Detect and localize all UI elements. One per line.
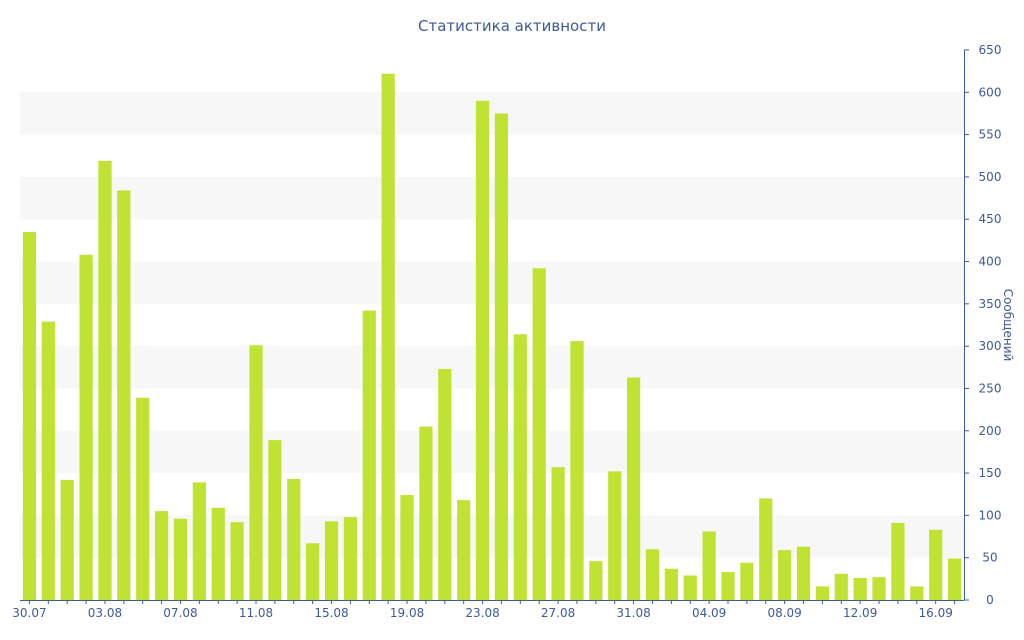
grid-band — [20, 261, 964, 304]
bar-13.09 — [872, 577, 886, 600]
x-tick-label: 23.08 — [465, 606, 499, 620]
x-tick-label: 19.08 — [390, 606, 424, 620]
x-tick-label: 30.07 — [12, 606, 46, 620]
bar-05.08 — [136, 397, 150, 600]
bar-19.08 — [400, 495, 414, 600]
y-tick-label: 50 — [982, 551, 997, 565]
bar-15.08 — [324, 521, 339, 600]
bar-30.08 — [608, 471, 622, 600]
bar-02.09 — [664, 568, 678, 600]
grid-bands — [20, 92, 964, 558]
x-tick-label: 12.09 — [843, 606, 877, 620]
bar-25.08 — [513, 334, 527, 600]
bar-13.08 — [287, 479, 301, 600]
y-tick-label: 250 — [979, 381, 1002, 395]
bar-29.08 — [589, 561, 603, 600]
bar-17.08 — [362, 310, 376, 600]
bar-11.09 — [834, 573, 848, 600]
bar-09.09 — [796, 546, 811, 600]
y-tick-label: 400 — [979, 255, 1002, 269]
x-tick-label: 31.08 — [616, 606, 650, 620]
bar-11.08 — [249, 345, 263, 600]
x-tick-label: 15.08 — [314, 606, 348, 620]
bar-23.08 — [475, 100, 490, 601]
bar-03.08 — [98, 160, 112, 600]
y-tick-label: 550 — [979, 128, 1002, 142]
bar-07.09 — [759, 498, 773, 600]
x-tick-label: 07.08 — [163, 606, 197, 620]
bar-22.08 — [457, 500, 471, 600]
axes-group: 0 50 100 150 200 250 300 350 400 450 500 550 600 650 3… — [12, 43, 1001, 620]
bars-group — [22, 73, 962, 601]
bar-21.08 — [438, 369, 452, 600]
bar-08.09 — [778, 550, 792, 600]
bar-10.09 — [815, 586, 830, 600]
grid-band — [20, 92, 964, 135]
bar-04.09 — [702, 531, 716, 600]
bar-28.08 — [570, 341, 584, 600]
bar-30.07 — [22, 231, 37, 600]
y-tick-label: 150 — [979, 466, 1002, 480]
bar-05.09 — [721, 572, 735, 600]
grid-band — [20, 346, 964, 389]
x-tick-label: 08.09 — [767, 606, 801, 620]
y-tick-label: 600 — [979, 85, 1002, 99]
bar-03.09 — [683, 575, 697, 600]
bar-07.08 — [173, 518, 188, 600]
bar-26.08 — [532, 268, 546, 600]
bar-17.09 — [947, 558, 962, 600]
y-tick-label: 0 — [986, 593, 994, 607]
bar-06.09 — [740, 562, 754, 600]
bar-24.08 — [494, 113, 509, 600]
bar-02.08 — [79, 254, 93, 600]
bar-04.08 — [117, 190, 131, 600]
grid-band — [20, 176, 964, 220]
x-tick-label: 11.08 — [239, 606, 273, 620]
bar-16.09 — [929, 529, 943, 600]
y-tick-label: 100 — [979, 508, 1002, 522]
bar-10.08 — [230, 522, 244, 600]
y-tick-label: 300 — [979, 339, 1002, 353]
bar-09.08 — [211, 507, 225, 600]
bar-08.08 — [192, 482, 206, 600]
y-tick-label: 450 — [979, 212, 1002, 226]
bar-31.08 — [626, 377, 641, 600]
bar-14.09 — [891, 523, 905, 600]
bar-18.08 — [381, 73, 395, 600]
grid-band — [20, 430, 964, 474]
bar-06.08 — [154, 511, 169, 600]
bar-14.08 — [306, 543, 320, 600]
x-tick-label: 04.09 — [692, 606, 726, 620]
y-tick-label: 350 — [979, 297, 1002, 311]
bar-15.09 — [910, 586, 924, 600]
chart-title: Статистика активности — [418, 17, 606, 35]
bar-01.08 — [60, 479, 74, 600]
bar-01.09 — [645, 549, 660, 600]
y-tick-label: 500 — [979, 170, 1002, 184]
bar-20.08 — [419, 426, 433, 600]
bar-31.07 — [41, 321, 55, 600]
bar-27.08 — [551, 467, 565, 600]
x-tick-label: 27.08 — [541, 606, 575, 620]
y-axis-title: Сообщений — [1001, 289, 1015, 362]
bar-12.08 — [268, 440, 282, 600]
y-tick-label: 200 — [979, 424, 1002, 438]
y-tick-label: 650 — [979, 43, 1002, 57]
x-tick-label: 03.08 — [88, 606, 122, 620]
x-tick-label: 16.09 — [919, 606, 953, 620]
bar-16.08 — [343, 517, 358, 600]
bar-12.09 — [853, 578, 867, 600]
